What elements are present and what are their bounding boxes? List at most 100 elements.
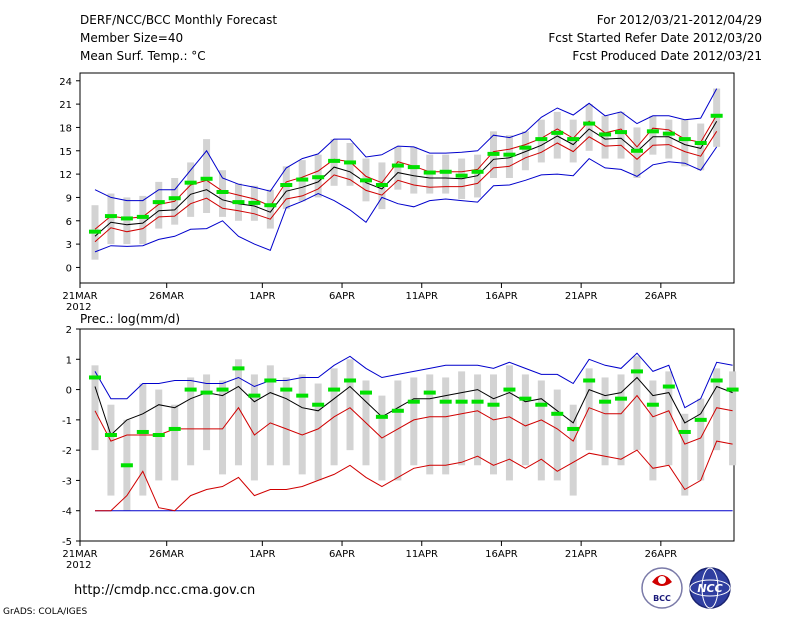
prec-box-37 bbox=[681, 413, 689, 496]
prec-box-0 bbox=[91, 365, 99, 451]
temp-median-22 bbox=[439, 169, 452, 174]
temp-xtick-label-1: 26MAR bbox=[149, 291, 184, 302]
temp-median-28 bbox=[535, 137, 548, 142]
prec-ytick-label-7: 2 bbox=[66, 325, 72, 336]
prec-box-40 bbox=[729, 371, 737, 466]
temp-xtick-label-2: 1APR bbox=[249, 291, 275, 302]
prec-median-2 bbox=[120, 463, 133, 468]
prec-median-16 bbox=[344, 378, 357, 383]
prec-xtick-label-6: 21APR bbox=[565, 549, 598, 560]
prec-median-5 bbox=[168, 426, 181, 431]
precipitation-medians bbox=[89, 366, 739, 468]
prec-ytick-label-4: -1 bbox=[62, 416, 72, 427]
prec-lower-line bbox=[95, 440, 733, 512]
prec-median-31 bbox=[583, 378, 596, 383]
temp-box-38 bbox=[697, 123, 705, 171]
temp-median-9 bbox=[232, 200, 245, 205]
temp-box-19 bbox=[394, 146, 402, 190]
temp-box-12 bbox=[282, 166, 290, 210]
precipitation-x-ticks: 21MAR 26MAR 1APR 6APR 11APR 16APR 21APR 26APR 20… bbox=[62, 541, 677, 571]
ncc-logo-meridian bbox=[701, 567, 719, 609]
source-url[interactable]: http://cmdp.ncc.cma.gov.cn bbox=[74, 583, 255, 598]
prec-median-34 bbox=[630, 369, 643, 374]
temperature-panel: 0 3 6 9 12 15 18 21 24 21MAR 26MAR 1APR 6APR 11APR 16… bbox=[59, 72, 735, 313]
prec-box-39 bbox=[713, 368, 721, 451]
prec-box-30 bbox=[569, 404, 577, 496]
forecast-period: For 2012/03/21-2012/04/29 bbox=[597, 13, 762, 27]
prec-ytick-label-0: -5 bbox=[62, 537, 72, 548]
prec-box-32 bbox=[601, 377, 609, 466]
temp-median-26 bbox=[503, 152, 516, 157]
prec-year-label: 2012 bbox=[66, 560, 91, 571]
temp-box-11 bbox=[266, 189, 274, 229]
prec-box-38 bbox=[697, 398, 705, 481]
temp-median-3 bbox=[136, 214, 149, 219]
temp-median-7 bbox=[200, 176, 213, 181]
variable-label: Mean Surf. Temp.: °C bbox=[80, 49, 206, 63]
prec-median-6 bbox=[184, 387, 197, 392]
bcc-logo-center bbox=[658, 576, 666, 584]
prec-median-39 bbox=[710, 378, 723, 383]
temp-median-1 bbox=[104, 214, 117, 219]
prec-median-27 bbox=[519, 396, 532, 401]
temp-min-line bbox=[94, 146, 718, 253]
temp-median-14 bbox=[312, 175, 325, 180]
prec-box-6 bbox=[187, 377, 195, 466]
prec-xtick-label-2: 1APR bbox=[249, 549, 275, 560]
prec-median-11 bbox=[264, 378, 277, 383]
temp-xtick-label-5: 16APR bbox=[485, 291, 518, 302]
prec-box-20 bbox=[410, 377, 418, 466]
prec-median-24 bbox=[471, 399, 484, 404]
prec-box-24 bbox=[474, 374, 482, 466]
temp-median-19 bbox=[391, 163, 404, 168]
temp-xtick-label-6: 21APR bbox=[565, 291, 598, 302]
temp-box-32 bbox=[601, 115, 609, 159]
prec-box-12 bbox=[282, 377, 290, 466]
prec-box-22 bbox=[442, 377, 450, 475]
temp-median-31 bbox=[583, 121, 596, 126]
prec-median-10 bbox=[248, 393, 261, 398]
prec-max-line bbox=[94, 352, 733, 409]
temp-median-0 bbox=[89, 229, 101, 234]
temperature-y-ticks: 0 3 6 9 12 15 18 21 24 bbox=[59, 77, 80, 274]
temp-median-6 bbox=[184, 180, 197, 185]
temp-median-8 bbox=[216, 190, 229, 194]
prec-median-0 bbox=[89, 375, 101, 380]
prec-median-15 bbox=[328, 387, 341, 392]
temp-median-34 bbox=[630, 148, 643, 153]
prec-box-21 bbox=[426, 374, 434, 475]
temp-ytick-label-4: 12 bbox=[59, 170, 72, 181]
prec-upper-line bbox=[94, 394, 733, 445]
bcc-logo-ring bbox=[641, 567, 683, 609]
prec-median-40 bbox=[726, 387, 739, 392]
prec-ytick-label-5: 0 bbox=[66, 386, 72, 397]
temp-ytick-label-0: 0 bbox=[66, 263, 72, 274]
prec-box-31 bbox=[585, 368, 593, 451]
prec-xtick-label-7: 26APR bbox=[645, 549, 678, 560]
temp-box-7 bbox=[203, 139, 211, 213]
prec-median-35 bbox=[646, 402, 659, 407]
prec-median-12 bbox=[280, 387, 293, 392]
prec-ytick-label-2: -3 bbox=[62, 476, 72, 487]
temp-xtick-label-3: 6APR bbox=[329, 291, 355, 302]
temp-xtick-label-4: 11APR bbox=[405, 291, 438, 302]
temp-box-27 bbox=[521, 131, 529, 171]
prec-median-36 bbox=[662, 384, 675, 389]
prec-xtick-label-0: 21MAR bbox=[62, 549, 97, 560]
prec-median-23 bbox=[455, 399, 468, 404]
prec-xtick-label-1: 26MAR bbox=[149, 549, 184, 560]
chart-title: DERF/NCC/BCC Monthly Forecast bbox=[80, 13, 277, 27]
temp-mean-line bbox=[94, 120, 718, 237]
prec-median-14 bbox=[312, 402, 325, 407]
temperature-x-ticks: 21MAR 26MAR 1APR 6APR 11APR 16APR 21APR 26APR 20… bbox=[62, 283, 677, 313]
grads-credit: GrADS: COLA/IGES bbox=[3, 607, 87, 617]
prec-median-21 bbox=[423, 390, 436, 395]
temp-ytick-label-2: 6 bbox=[66, 217, 72, 228]
ncc-logo-latitude bbox=[689, 579, 731, 597]
temp-box-4 bbox=[155, 181, 163, 229]
prec-median-18 bbox=[375, 414, 388, 419]
prec-median-9 bbox=[232, 366, 245, 371]
temp-median-13 bbox=[296, 177, 309, 182]
prec-box-13 bbox=[298, 374, 306, 475]
prec-ytick-label-3: -2 bbox=[62, 446, 72, 457]
